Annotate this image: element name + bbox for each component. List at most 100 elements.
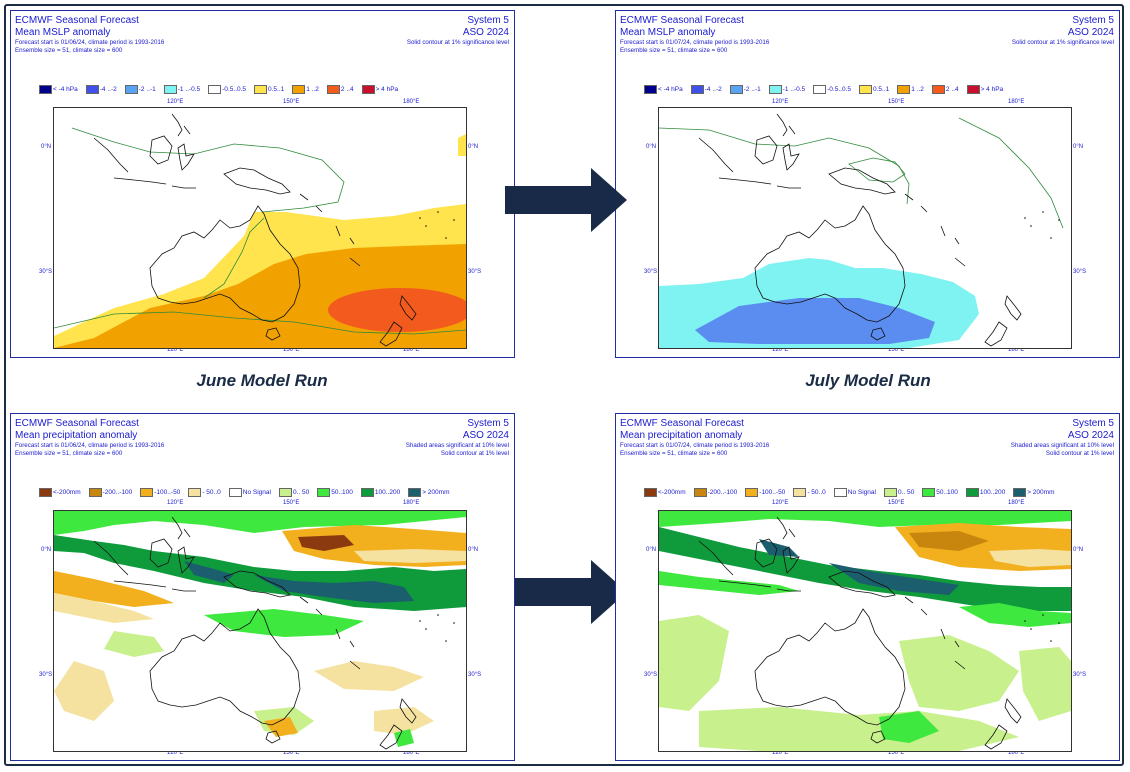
legend-item: 1 ..2 [292,84,319,94]
legend-item: No Signal [228,487,271,497]
legend-label: > 4 hPa [980,85,1004,93]
lat-label-right: 30°S [468,269,482,275]
legend-item: 100..200 [965,487,1006,497]
legend-item: -200..-100 [693,487,738,497]
legend-label: 50..100 [936,488,958,496]
panel-meta-ensemble: Ensemble size = 51, climate size = 600 [620,450,728,457]
legend-label: 100..200 [979,488,1006,496]
map-july-precip [658,510,1072,752]
legend-label: -2 ..-1 [743,85,761,93]
legend-item: 0.. 50 [883,487,914,497]
legend-label: No Signal [242,488,271,496]
legend-swatch [254,84,267,94]
legend-swatch [793,487,807,497]
panel-header: ECMWF Seasonal Forecast Mean precipitati… [620,418,1114,458]
lat-label-left: 30°S [39,269,53,275]
panel-system: System 5 [1072,418,1114,429]
legend-swatch [278,487,292,497]
legend-item: 0.5..1 [254,84,285,94]
lon-label-top: 180°E [403,99,420,105]
legend-label: -100..-50 [154,488,181,496]
legend-label: -4 ..-2 [99,85,117,93]
map-june-precip [53,510,467,752]
lat-label-left: 0°N [646,144,657,150]
panel-note: Solid contour at 1% significance level [1011,39,1114,46]
legend-swatch [39,84,52,94]
legend-label: - 50..0 [202,488,221,496]
legend-swatch [360,487,374,497]
legend-label: -200..-100 [707,488,738,496]
legend: < -4 hPa -4 ..-2 -2 ..-1 -1 ..-0.5 -0.5..0.5… [39,83,406,95]
panel-header-right: System 5 ASO 2024 Solid contour at 1% si… [1012,15,1114,47]
legend-item: 0.5..1 [859,84,890,94]
legend: <-200mm -200..-100 -100..-50 - 50..0 No Sign… [39,486,457,498]
legend-item: -1 ..-0.5 [163,84,201,94]
legend-label: 50..100 [331,488,353,496]
panel-system: System 5 [467,418,509,429]
legend-swatch [88,487,102,497]
legend-swatch [897,84,911,94]
lon-label-bottom: 180°E [1008,347,1025,353]
legend-swatch [361,84,375,94]
legend-swatch [931,84,945,94]
legend-item: > 200mm [408,487,450,497]
legend-swatch [690,84,704,94]
panel-july-mslp: ECMWF Seasonal Forecast Mean MSLP anomal… [615,10,1120,358]
lon-label-top: 120°E [772,500,789,506]
legend-item: - 50..0 [793,487,826,497]
lat-label-right: 30°S [1073,672,1087,678]
legend-swatch [317,487,331,497]
lon-label-bottom: 150°E [283,347,300,353]
legend-swatch [745,487,759,497]
lon-label-top: 150°E [283,99,300,105]
legend-label: > 200mm [422,488,450,496]
lon-label-bottom: 180°E [403,347,420,353]
legend-swatch [39,487,52,497]
lat-label-right: 0°N [1073,144,1084,150]
legend-label: -1 ..-0.5 [177,85,201,93]
panel-note: Solid contour at 1% level [440,450,509,457]
panel-meta-ensemble: Ensemble size = 51, climate size = 600 [15,47,123,54]
legend-label: 0.5..1 [268,85,285,93]
legend-label: < -4 hPa [53,85,78,93]
panel-header-right: System 5 ASO 2024 Shaded areas significa… [1011,418,1114,458]
lon-label-bottom: 150°E [888,750,905,756]
panel-meta-ensemble: Ensemble size = 51, climate size = 600 [620,47,728,54]
panel-note: Solid contour at 1% level [1045,450,1114,457]
legend: <-200mm -200..-100 -100..-50 - 50..0 No Sign… [644,486,1062,498]
panel-note: Shaded areas significant at 10% level [1010,442,1114,449]
panel-meta-forecast: Forecast start is 01/06/24, climate peri… [15,442,165,449]
legend-swatch [188,487,202,497]
legend-swatch [966,84,980,94]
legend-label: -1 ..-0.5 [782,85,806,93]
panel-header-right: System 5 ASO 2024 Shaded areas significa… [406,418,509,458]
legend-label: 2 ..4 [340,85,354,93]
right-arrow-icon [505,560,627,624]
panel-meta-forecast: Forecast start is 01/07/24, climate peri… [620,442,770,449]
legend-label: 2 ..4 [945,85,959,93]
panel-system: System 5 [1072,15,1114,26]
legend-swatch [693,487,707,497]
legend-item: 50..100 [317,487,353,497]
legend: < -4 hPa -4 ..-2 -2 ..-1 -1 ..-0.5 -0.5..0.5… [644,83,1011,95]
lat-label-left: 0°N [646,547,657,553]
legend-swatch [813,84,827,94]
legend-label: -200..-100 [102,488,133,496]
legend-swatch [644,84,657,94]
lat-label-left: 30°S [644,269,658,275]
legend-item: -100..-50 [745,487,785,497]
lat-label-right: 0°N [468,547,479,553]
legend-swatch [228,487,242,497]
legend-label: <-200mm [658,488,686,496]
legend-swatch [922,487,936,497]
lon-label-top: 180°E [403,500,420,506]
lat-label-left: 0°N [41,547,52,553]
lon-label-bottom: 150°E [283,750,300,756]
map-june-mslp [53,107,467,349]
legend-swatch [124,84,138,94]
panel-note: Solid contour at 1% significance level [406,39,509,46]
legend-label: 0.5..1 [873,85,890,93]
legend-label: 0.. 50 [292,488,310,496]
lon-label-top: 150°E [888,500,905,506]
legend-label: <-200mm [53,488,81,496]
